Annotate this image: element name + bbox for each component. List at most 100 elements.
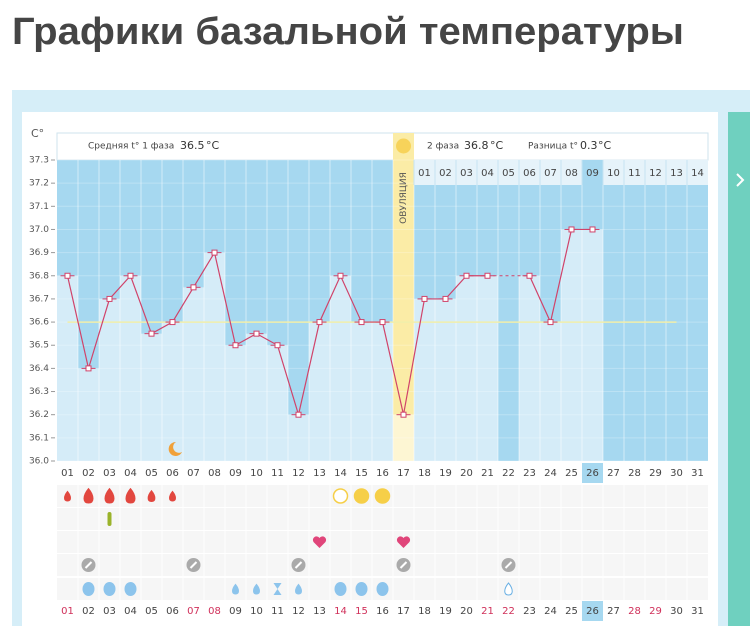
temp-marker <box>442 295 449 302</box>
bottom-day-label: 13 <box>313 606 326 617</box>
temp-column <box>141 333 162 461</box>
y-tick-label: 36.3 <box>29 387 49 397</box>
note-slash <box>189 561 198 569</box>
phase1-avg: 36.5 <box>180 139 205 152</box>
x-tick-label: 24 <box>544 468 557 479</box>
mucus-icon <box>107 512 112 526</box>
x-tick-label: 04 <box>124 468 137 479</box>
bottom-day-label: 28 <box>628 606 641 617</box>
x-tick-label: 18 <box>418 468 431 479</box>
phase2-day: 12 <box>649 168 662 179</box>
drop-icon <box>64 490 71 502</box>
moon-icon <box>168 441 182 456</box>
bottom-day-label: 24 <box>544 606 557 617</box>
temp-marker <box>295 411 302 418</box>
bottom-day-label: 10 <box>250 606 263 617</box>
phase2-day: 06 <box>523 168 536 179</box>
temp-column <box>162 322 183 461</box>
discharge-icon <box>355 582 368 596</box>
temp-marker <box>274 342 281 349</box>
discharge-icon <box>376 582 389 596</box>
bottom-day-label: 05 <box>145 606 158 617</box>
bottom-day-label: 31 <box>691 606 704 617</box>
phase2-day: 03 <box>460 168 473 179</box>
today-highlight <box>582 601 603 621</box>
ovulation-label: ОВУЛЯЦИЯ <box>399 172 409 224</box>
x-tick-label: 25 <box>565 468 578 479</box>
bottom-day-label: 15 <box>355 606 368 617</box>
diff-label: Разница t° <box>528 142 578 152</box>
x-tick-label: 06 <box>166 468 179 479</box>
y-tick-label: 36.1 <box>29 433 49 443</box>
drop-icon <box>83 487 94 504</box>
note-slash <box>294 561 303 569</box>
x-tick-label: 14 <box>334 468 347 479</box>
phase2-day: 02 <box>439 168 452 179</box>
temp-marker <box>568 226 575 233</box>
x-tick-label: 16 <box>376 468 389 479</box>
y-tick-label: 36.9 <box>29 248 49 258</box>
temp-column <box>204 252 225 461</box>
x-tick-label: 11 <box>271 468 284 479</box>
phase1-unit: °C <box>206 139 220 152</box>
temp-column <box>561 229 582 461</box>
bottom-day-label: 07 <box>187 606 200 617</box>
temp-marker <box>64 272 71 279</box>
bottom-day-label: 19 <box>439 606 452 617</box>
bottom-day-label: 16 <box>376 606 389 617</box>
chevron[interactable] <box>736 173 745 187</box>
temp-column <box>246 333 267 461</box>
y-unit: C° <box>31 127 44 140</box>
phase2-day: 04 <box>481 168 494 179</box>
discharge-icon <box>103 582 116 596</box>
bottom-day-label: 30 <box>670 606 683 617</box>
x-tick-label: 10 <box>250 468 263 479</box>
hourglass-icon <box>273 583 282 595</box>
today-highlight <box>582 160 603 185</box>
phase2-day: 09 <box>586 168 599 179</box>
temp-marker <box>169 319 176 326</box>
phase2-day: 10 <box>607 168 620 179</box>
y-tick-label: 36.0 <box>29 457 49 467</box>
heart-icon <box>312 536 327 548</box>
bottom-day-label: 20 <box>460 606 473 617</box>
drop-icon <box>104 487 115 504</box>
temp-marker <box>190 284 197 291</box>
y-tick-label: 36.8 <box>29 271 49 281</box>
bottom-day-label: 25 <box>565 606 578 617</box>
diff-unit: °C <box>598 139 612 152</box>
temp-marker <box>547 319 554 326</box>
temp-column <box>288 414 309 461</box>
y-tick-label: 36.5 <box>29 341 49 351</box>
y-tick-label: 36.6 <box>29 318 49 328</box>
bottom-day-label: 03 <box>103 606 116 617</box>
temp-column <box>309 322 330 461</box>
x-tick-label: 28 <box>628 468 641 479</box>
temp-column <box>351 322 372 461</box>
bottom-day-label: 29 <box>649 606 662 617</box>
symbol-row <box>57 508 708 530</box>
temp-marker <box>463 272 470 279</box>
temp-marker <box>421 295 428 302</box>
x-tick-label: 12 <box>292 468 305 479</box>
drop-icon <box>295 583 302 595</box>
y-tick-label: 36.7 <box>29 294 49 304</box>
side-tab[interactable] <box>728 112 750 626</box>
x-tick-label: 21 <box>481 468 494 479</box>
x-tick-label: 23 <box>523 468 536 479</box>
drop-icon <box>232 583 239 595</box>
x-tick-label: 29 <box>649 468 662 479</box>
temp-marker <box>253 330 260 337</box>
ovulation-column <box>393 133 414 461</box>
x-tick-label: 05 <box>145 468 158 479</box>
diff-value: 0.3 <box>580 139 598 152</box>
x-tick-label: 15 <box>355 468 368 479</box>
temp-column <box>267 345 288 461</box>
temp-column <box>414 298 435 461</box>
drop-icon <box>504 582 513 596</box>
symbol-row <box>57 531 708 553</box>
bottom-day-label: 11 <box>271 606 284 617</box>
bottom-day-label: 08 <box>208 606 221 617</box>
phase2-day: 11 <box>628 168 641 179</box>
